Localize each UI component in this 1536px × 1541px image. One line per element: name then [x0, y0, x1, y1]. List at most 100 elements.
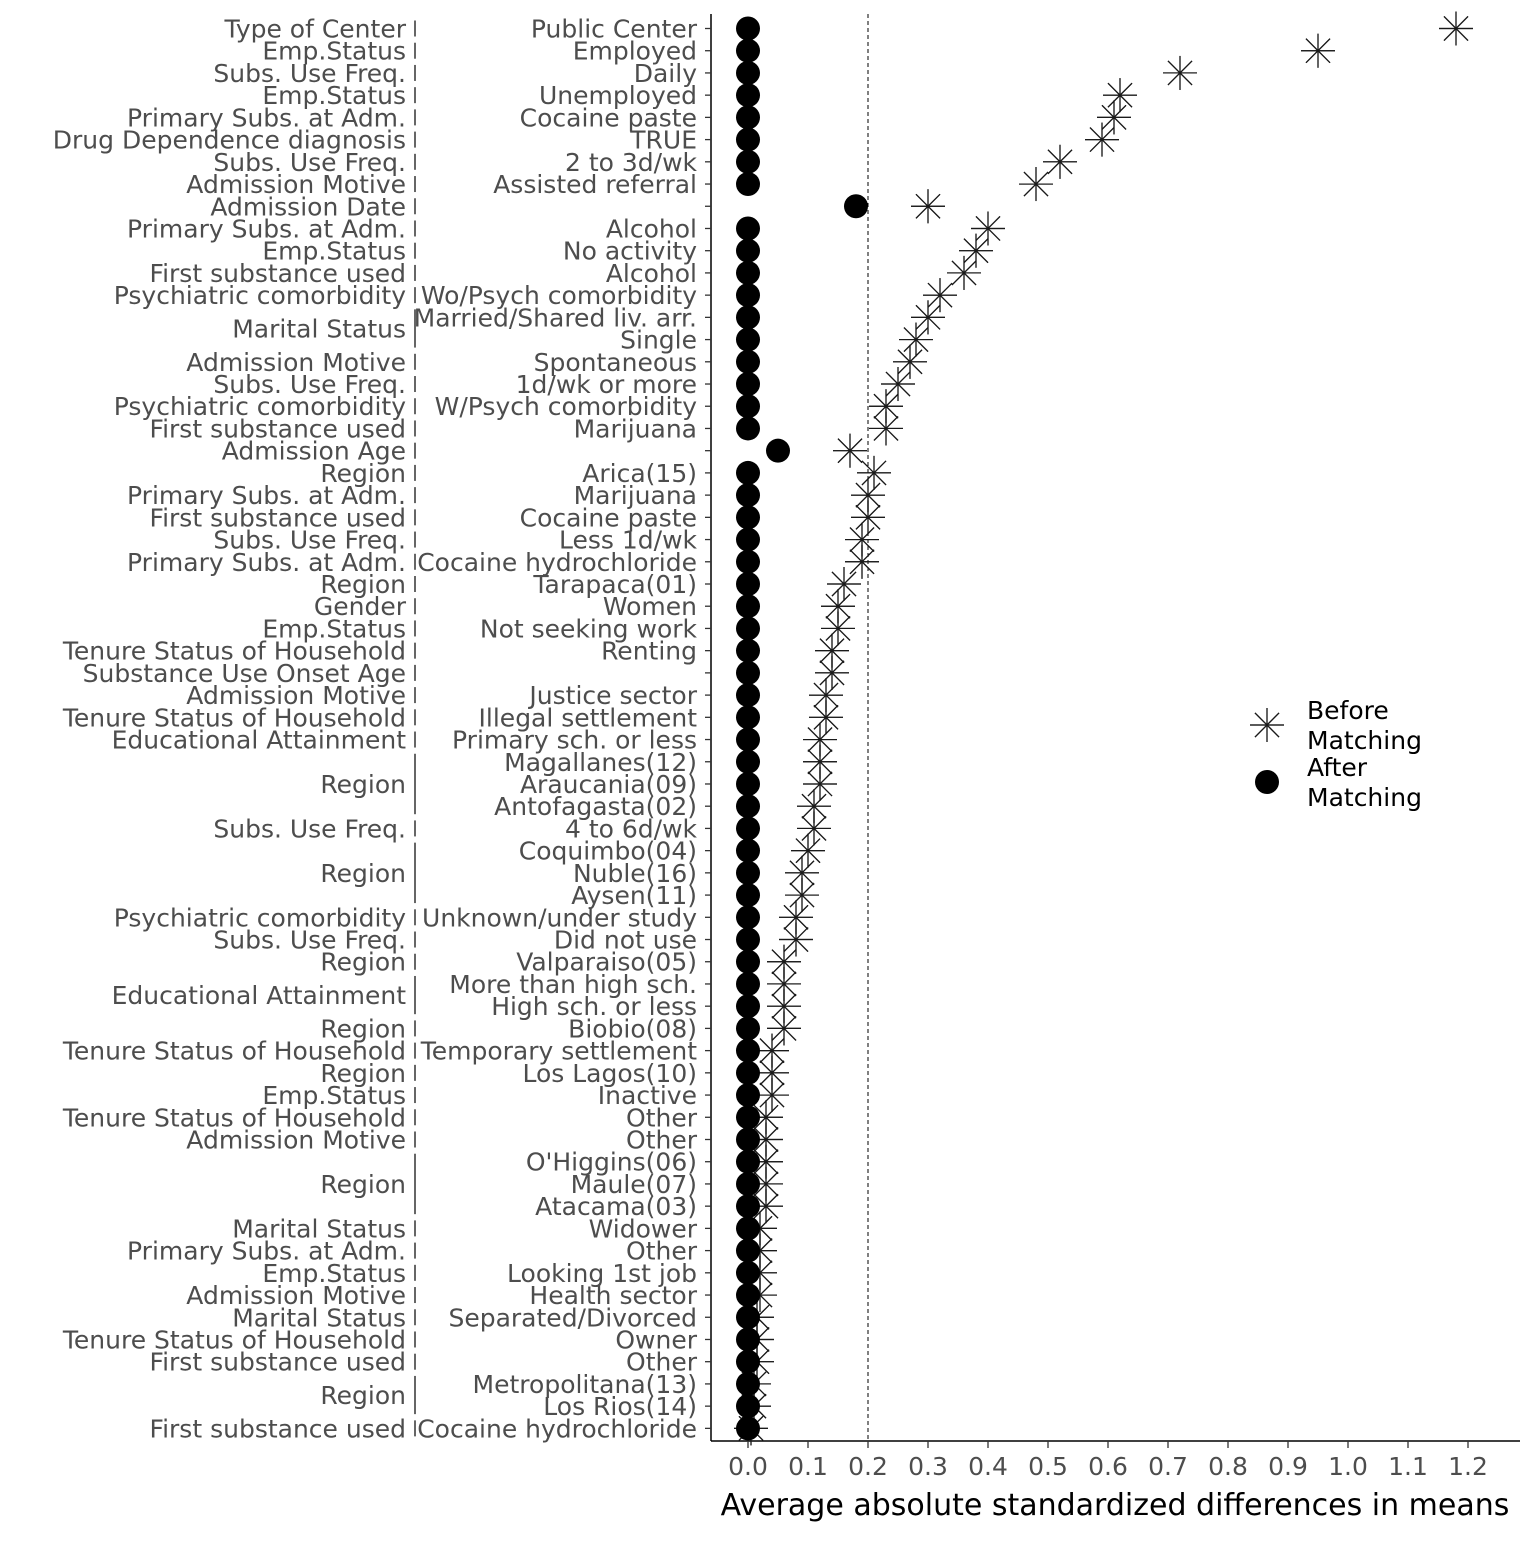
before-point: [911, 189, 945, 224]
after-point: [736, 905, 760, 930]
after-point: [736, 971, 760, 996]
level-label: Other: [626, 1348, 698, 1377]
level-label: Marijuana: [574, 481, 697, 510]
level-label: Maule(07): [571, 1170, 697, 1199]
after-point: [736, 549, 760, 574]
after-point: [736, 483, 760, 508]
level-labels: Public CenterEmployedDailyUnemployedCoca…: [414, 15, 698, 1444]
before-point: [809, 678, 843, 713]
x-tick-label: 0.3: [908, 1452, 948, 1481]
group-label: Admission Motive: [186, 1281, 406, 1310]
before-point: [779, 922, 813, 957]
after-point: [736, 1127, 760, 1152]
group-label: Region: [320, 570, 406, 599]
before-point: [845, 544, 879, 579]
group-label: Emp.Status: [262, 1081, 406, 1110]
before-point: [851, 478, 885, 513]
x-axis-title: Average absolute standardized difference…: [721, 1488, 1510, 1523]
before-point: [803, 722, 837, 757]
level-label: Magallanes(12): [504, 748, 697, 777]
x-axis-ticks: 0.0 0.1 0.2 0.3 0.4 0.5 0.6 0.7 0.8 0.9 1.0 1.1 1.2: [728, 1441, 1488, 1481]
after-point: [736, 794, 760, 819]
after-point: [736, 1194, 760, 1219]
group-label: Region: [320, 459, 406, 488]
after-point: [736, 127, 760, 152]
level-label: Other: [626, 1103, 698, 1132]
x-tick-label: 1.0: [1328, 1452, 1368, 1481]
group-label: Primary Subs. at Adm.: [127, 481, 406, 510]
group-label: Admission Motive: [186, 170, 406, 199]
legend-before-label-line2: Matching: [1307, 726, 1422, 755]
group-label: Primary Subs. at Adm.: [127, 548, 406, 577]
group-label: Gender: [314, 592, 407, 621]
before-point: [755, 1078, 789, 1113]
before-point: [899, 322, 933, 357]
level-label: Employed: [573, 37, 697, 66]
before-point: [749, 1100, 783, 1135]
level-label: Valparaiso(05): [516, 948, 697, 977]
level-label: Married/Shared liv. arr.: [414, 303, 697, 332]
after-point: [736, 1083, 760, 1108]
after-point: [736, 238, 760, 263]
after-point: [736, 816, 760, 841]
level-label: Looking 1st job: [507, 1259, 697, 1288]
level-label: Cocaine hydrochloride: [417, 548, 697, 577]
level-label: Temporary settlement: [420, 1037, 697, 1066]
x-tick-label: 1.2: [1448, 1452, 1488, 1481]
after-point: [736, 749, 760, 774]
level-label: Owner: [615, 1325, 697, 1354]
after-point: [736, 1171, 760, 1196]
x-tick-label: 0.0: [728, 1452, 768, 1481]
level-label: Tarapaca(01): [532, 570, 697, 599]
after-point: [736, 83, 760, 108]
level-label: 2 to 3d/wk: [565, 148, 698, 177]
before-point: [767, 944, 801, 979]
group-label: Psychiatric comorbidity: [114, 903, 406, 932]
before-point: [881, 367, 915, 402]
after-matching-series: [736, 16, 868, 1441]
before-point: [749, 1189, 783, 1224]
group-label: Emp.Status: [262, 614, 406, 643]
group-label: Region: [320, 1381, 406, 1410]
level-label: TRUE: [629, 126, 697, 155]
after-point: [736, 883, 760, 908]
group-label: Admission Motive: [186, 681, 406, 710]
level-label: Alcohol: [606, 259, 697, 288]
before-point: [911, 300, 945, 335]
before-point: [827, 567, 861, 601]
group-label: Region: [320, 1014, 406, 1043]
after-point: [736, 349, 760, 374]
level-label: High sch. or less: [491, 992, 697, 1021]
level-label: Cocaine hydrochloride: [417, 1414, 697, 1443]
after-point: [736, 416, 760, 441]
after-point: [736, 1238, 760, 1263]
before-point: [815, 655, 849, 690]
group-label: Subs. Use Freq.: [213, 526, 406, 555]
group-label: Region: [320, 770, 406, 799]
level-label: Marijuana: [574, 414, 697, 443]
before-point: [803, 766, 837, 801]
group-label: Admission Motive: [186, 1126, 406, 1155]
x-tick-label: 0.5: [1028, 1452, 1068, 1481]
level-label: Justice sector: [527, 681, 697, 710]
group-label: Tenure Status of Household: [62, 1103, 406, 1132]
before-point: [785, 878, 819, 913]
after-point: [736, 460, 760, 485]
after-point: [736, 260, 760, 285]
before-point: [1163, 55, 1197, 90]
after-point: [736, 1283, 760, 1308]
after-point: [736, 1149, 760, 1174]
group-label: Emp.Status: [262, 237, 406, 266]
level-label: Coquimbo(04): [519, 837, 697, 866]
before-point: [971, 211, 1005, 246]
after-point: [736, 594, 760, 619]
x-tick-label: 0.9: [1268, 1452, 1308, 1481]
level-label: Unemployed: [539, 81, 697, 110]
legend-before-symbol: [1250, 708, 1284, 742]
before-point: [1301, 33, 1335, 68]
after-point: [736, 1060, 760, 1085]
after-point: [736, 1260, 760, 1285]
x-tick-label: 1.1: [1388, 1452, 1428, 1481]
